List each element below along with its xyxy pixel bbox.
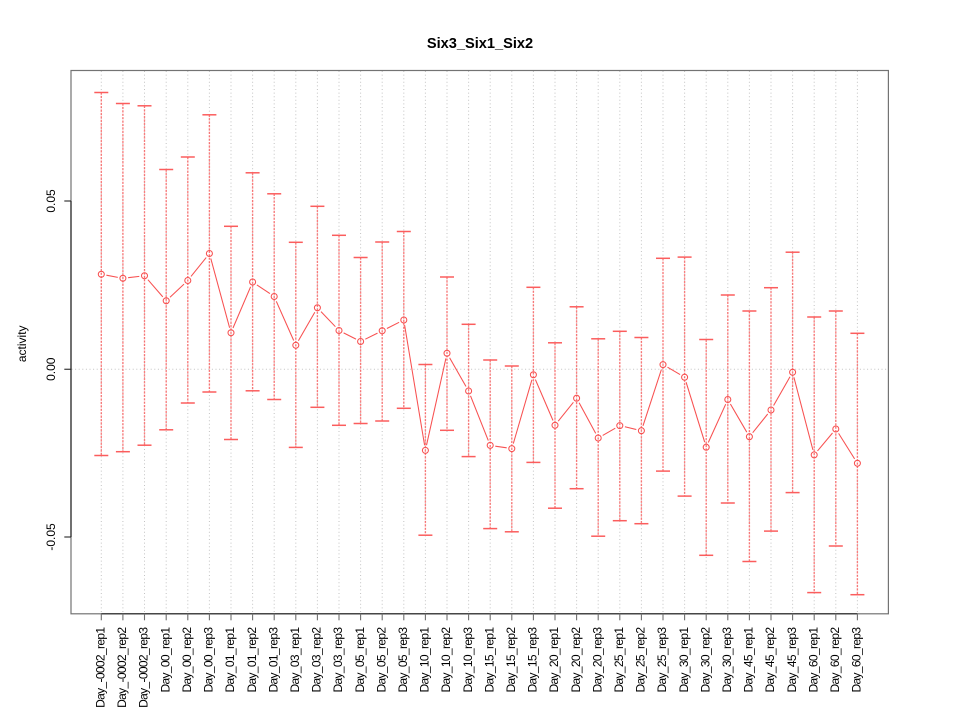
svg-text:Day_15_rep3: Day_15_rep3 <box>526 627 540 693</box>
svg-text:0.00: 0.00 <box>44 357 58 381</box>
svg-text:Day_60_rep2: Day_60_rep2 <box>828 627 842 693</box>
svg-text:Day_10_rep2: Day_10_rep2 <box>439 627 453 693</box>
svg-text:Day_03_rep2: Day_03_rep2 <box>310 627 324 693</box>
svg-text:Day_10_rep3: Day_10_rep3 <box>461 627 475 693</box>
svg-text:Day_00_rep3: Day_00_rep3 <box>202 627 216 693</box>
svg-text:Day_30_rep1: Day_30_rep1 <box>677 627 691 693</box>
svg-text:Day_20_rep3: Day_20_rep3 <box>590 627 604 693</box>
svg-text:Day_45_rep3: Day_45_rep3 <box>785 627 799 693</box>
svg-text:Day_-0002_rep2: Day_-0002_rep2 <box>115 627 129 708</box>
svg-text:Day_05_rep1: Day_05_rep1 <box>353 627 367 693</box>
svg-text:Day_25_rep2: Day_25_rep2 <box>634 627 648 693</box>
svg-text:Six3_Six1_Six2: Six3_Six1_Six2 <box>427 36 533 52</box>
svg-text:Day_25_rep1: Day_25_rep1 <box>612 627 626 693</box>
svg-text:Day_03_rep3: Day_03_rep3 <box>331 627 345 693</box>
svg-text:Day_00_rep2: Day_00_rep2 <box>180 627 194 693</box>
svg-text:Day_-0002_rep1: Day_-0002_rep1 <box>94 627 108 708</box>
svg-text:Day_-0002_rep3: Day_-0002_rep3 <box>137 627 151 708</box>
svg-text:Day_30_rep3: Day_30_rep3 <box>720 627 734 693</box>
svg-text:Day_45_rep2: Day_45_rep2 <box>763 627 777 693</box>
svg-text:Day_45_rep1: Day_45_rep1 <box>742 627 756 693</box>
svg-text:Day_20_rep2: Day_20_rep2 <box>569 627 583 693</box>
svg-text:activity: activity <box>15 325 29 362</box>
svg-text:Day_20_rep1: Day_20_rep1 <box>547 627 561 693</box>
svg-text:Day_15_rep2: Day_15_rep2 <box>504 627 518 693</box>
svg-text:Day_01_rep2: Day_01_rep2 <box>245 627 259 693</box>
svg-text:-0.05: -0.05 <box>44 523 58 551</box>
svg-text:Day_00_rep1: Day_00_rep1 <box>158 627 172 693</box>
svg-text:0.05: 0.05 <box>44 189 58 213</box>
svg-text:Day_30_rep2: Day_30_rep2 <box>698 627 712 693</box>
svg-text:Day_03_rep1: Day_03_rep1 <box>288 627 302 693</box>
svg-text:Day_01_rep1: Day_01_rep1 <box>223 627 237 693</box>
svg-text:Day_60_rep1: Day_60_rep1 <box>806 627 820 693</box>
svg-text:Day_25_rep3: Day_25_rep3 <box>655 627 669 693</box>
svg-text:Day_05_rep2: Day_05_rep2 <box>374 627 388 693</box>
svg-text:Day_15_rep1: Day_15_rep1 <box>482 627 496 693</box>
svg-text:Day_10_rep1: Day_10_rep1 <box>418 627 432 693</box>
svg-text:Day_05_rep3: Day_05_rep3 <box>396 627 410 693</box>
svg-text:Day_60_rep3: Day_60_rep3 <box>850 627 864 693</box>
svg-text:Day_01_rep3: Day_01_rep3 <box>266 627 280 693</box>
